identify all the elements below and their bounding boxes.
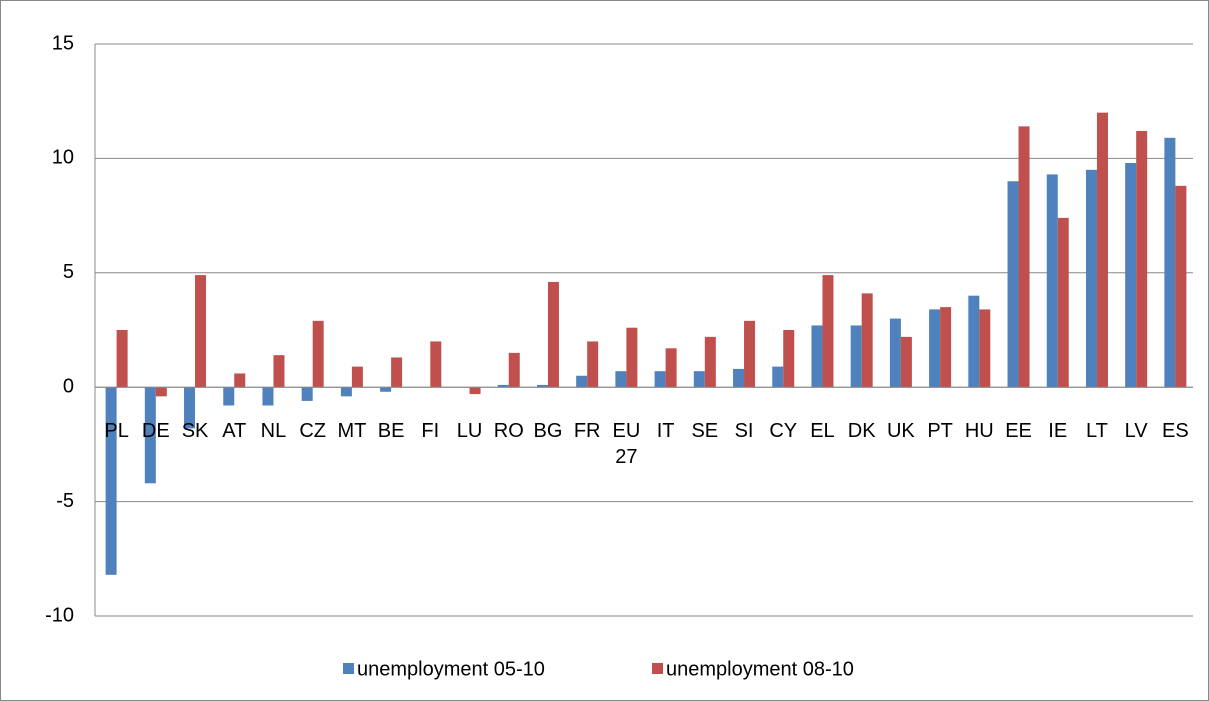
y-tick-label: 5 bbox=[63, 261, 74, 283]
bar bbox=[889, 318, 901, 388]
bar bbox=[1057, 217, 1069, 388]
bar bbox=[155, 387, 167, 397]
y-tick-label: 0 bbox=[63, 375, 74, 397]
bar bbox=[116, 330, 128, 388]
y-tick-label: -10 bbox=[45, 604, 74, 626]
bar bbox=[900, 336, 912, 388]
x-tick-label: SI bbox=[734, 420, 754, 443]
y-tick-label: 15 bbox=[52, 32, 74, 54]
bar bbox=[1018, 126, 1030, 388]
x-tick-label: MT bbox=[337, 420, 367, 443]
bar bbox=[234, 373, 246, 388]
x-tick-label: LU bbox=[456, 420, 483, 443]
y-tick-label: -5 bbox=[56, 490, 74, 512]
x-tick-label: IT bbox=[656, 420, 675, 443]
legend-label: unemployment 05-10 bbox=[357, 658, 545, 680]
bar bbox=[1136, 130, 1148, 388]
bar bbox=[195, 275, 207, 388]
bar bbox=[744, 320, 756, 388]
bar bbox=[576, 375, 588, 388]
x-tick-label: EL bbox=[810, 420, 835, 443]
x-tick-label: FR bbox=[573, 420, 601, 443]
bar bbox=[340, 387, 352, 397]
bar bbox=[587, 341, 599, 388]
bar bbox=[772, 366, 784, 388]
bar bbox=[1175, 185, 1187, 388]
x-tick-label: CZ bbox=[299, 420, 326, 443]
bar bbox=[508, 352, 520, 388]
bar bbox=[1096, 112, 1108, 388]
bar bbox=[1046, 174, 1058, 388]
bar bbox=[693, 371, 705, 388]
x-tick-label: RO bbox=[493, 420, 524, 443]
bar bbox=[968, 295, 980, 388]
x-tick-label: DE bbox=[141, 420, 170, 443]
x-tick-label: CY bbox=[769, 420, 798, 443]
bar bbox=[733, 368, 745, 388]
bar bbox=[430, 341, 442, 388]
x-tick-label: IE bbox=[1048, 420, 1068, 443]
bar bbox=[811, 325, 823, 388]
bar bbox=[262, 387, 274, 406]
x-tick-label: SE bbox=[691, 420, 719, 443]
x-tick-label: LV bbox=[1124, 420, 1148, 443]
bar bbox=[979, 309, 991, 388]
y-tick-label: 10 bbox=[52, 147, 74, 169]
bar bbox=[861, 293, 873, 388]
bar bbox=[301, 387, 313, 401]
bar bbox=[1164, 137, 1176, 388]
x-tick-label: EU 27 bbox=[612, 420, 641, 469]
x-tick-label: ES bbox=[1162, 420, 1189, 443]
x-tick-label: NL bbox=[260, 420, 287, 443]
legend-swatch bbox=[652, 663, 663, 674]
bar bbox=[1085, 169, 1097, 388]
bar bbox=[469, 387, 481, 395]
bar bbox=[783, 330, 795, 388]
bar bbox=[704, 336, 716, 388]
bar bbox=[940, 307, 952, 388]
bar bbox=[665, 348, 677, 388]
x-tick-label: HU bbox=[964, 420, 994, 443]
bar bbox=[184, 387, 196, 429]
bar bbox=[1125, 162, 1137, 388]
bar bbox=[654, 371, 666, 388]
x-tick-label: AT bbox=[222, 420, 247, 443]
x-tick-label: PL bbox=[104, 420, 129, 443]
bar bbox=[391, 357, 403, 388]
bar bbox=[105, 387, 117, 575]
bar bbox=[615, 371, 627, 388]
x-tick-label: BG bbox=[533, 420, 563, 443]
bar bbox=[351, 366, 363, 388]
bar bbox=[929, 309, 941, 388]
legend-swatch bbox=[343, 663, 354, 674]
bar bbox=[312, 320, 324, 388]
x-tick-label: FI bbox=[421, 420, 440, 443]
bar bbox=[822, 275, 834, 388]
bar bbox=[1007, 181, 1019, 388]
x-tick-label: PT bbox=[927, 420, 953, 443]
bar bbox=[497, 384, 509, 388]
bar bbox=[547, 281, 559, 388]
x-tick-label: SK bbox=[181, 420, 209, 443]
bar bbox=[223, 387, 235, 406]
x-tick-label: EE bbox=[1005, 420, 1032, 443]
bar bbox=[626, 327, 638, 388]
bar bbox=[144, 387, 156, 484]
bar bbox=[850, 325, 862, 388]
bar bbox=[380, 387, 392, 392]
bar bbox=[273, 355, 285, 388]
x-tick-label: LT bbox=[1086, 420, 1108, 443]
bar bbox=[536, 384, 548, 388]
x-tick-label: DK bbox=[847, 420, 876, 443]
legend-label: unemployment 08-10 bbox=[666, 658, 854, 680]
x-tick-label: UK bbox=[886, 420, 915, 443]
x-tick-label: BE bbox=[377, 420, 405, 443]
